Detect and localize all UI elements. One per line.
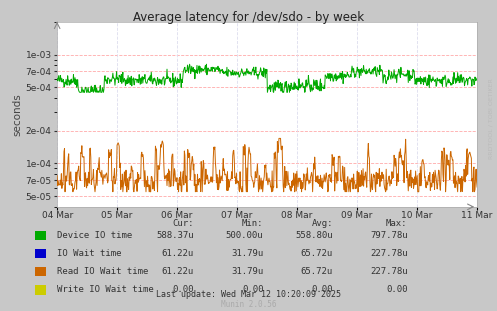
Text: Max:: Max: [386, 219, 408, 228]
Text: IO Wait time: IO Wait time [57, 249, 122, 258]
Text: 31.79u: 31.79u [231, 267, 263, 276]
Text: 797.78u: 797.78u [370, 231, 408, 240]
Text: Cur:: Cur: [172, 219, 194, 228]
Text: 0.00: 0.00 [242, 285, 263, 294]
Text: 588.37u: 588.37u [156, 231, 194, 240]
Text: 61.22u: 61.22u [162, 249, 194, 258]
Text: Munin 2.0.56: Munin 2.0.56 [221, 299, 276, 309]
Y-axis label: seconds: seconds [13, 93, 23, 136]
Text: 500.00u: 500.00u [226, 231, 263, 240]
Text: Device IO time: Device IO time [57, 231, 132, 240]
Text: 65.72u: 65.72u [301, 267, 333, 276]
Text: 65.72u: 65.72u [301, 249, 333, 258]
Text: 227.78u: 227.78u [370, 267, 408, 276]
Text: 61.22u: 61.22u [162, 267, 194, 276]
Text: 558.80u: 558.80u [295, 231, 333, 240]
Text: Write IO Wait time: Write IO Wait time [57, 285, 154, 294]
Text: RRDTOOL / TOBI OETIKER: RRDTOOL / TOBI OETIKER [488, 78, 493, 159]
Text: 0.00: 0.00 [386, 285, 408, 294]
Text: Avg:: Avg: [312, 219, 333, 228]
Text: Average latency for /dev/sdo - by week: Average latency for /dev/sdo - by week [133, 11, 364, 24]
Text: Min:: Min: [242, 219, 263, 228]
Text: 0.00: 0.00 [172, 285, 194, 294]
Text: Last update: Wed Mar 12 10:20:09 2025: Last update: Wed Mar 12 10:20:09 2025 [156, 290, 341, 299]
Text: 31.79u: 31.79u [231, 249, 263, 258]
Text: 227.78u: 227.78u [370, 249, 408, 258]
Text: Read IO Wait time: Read IO Wait time [57, 267, 149, 276]
Text: 0.00: 0.00 [312, 285, 333, 294]
